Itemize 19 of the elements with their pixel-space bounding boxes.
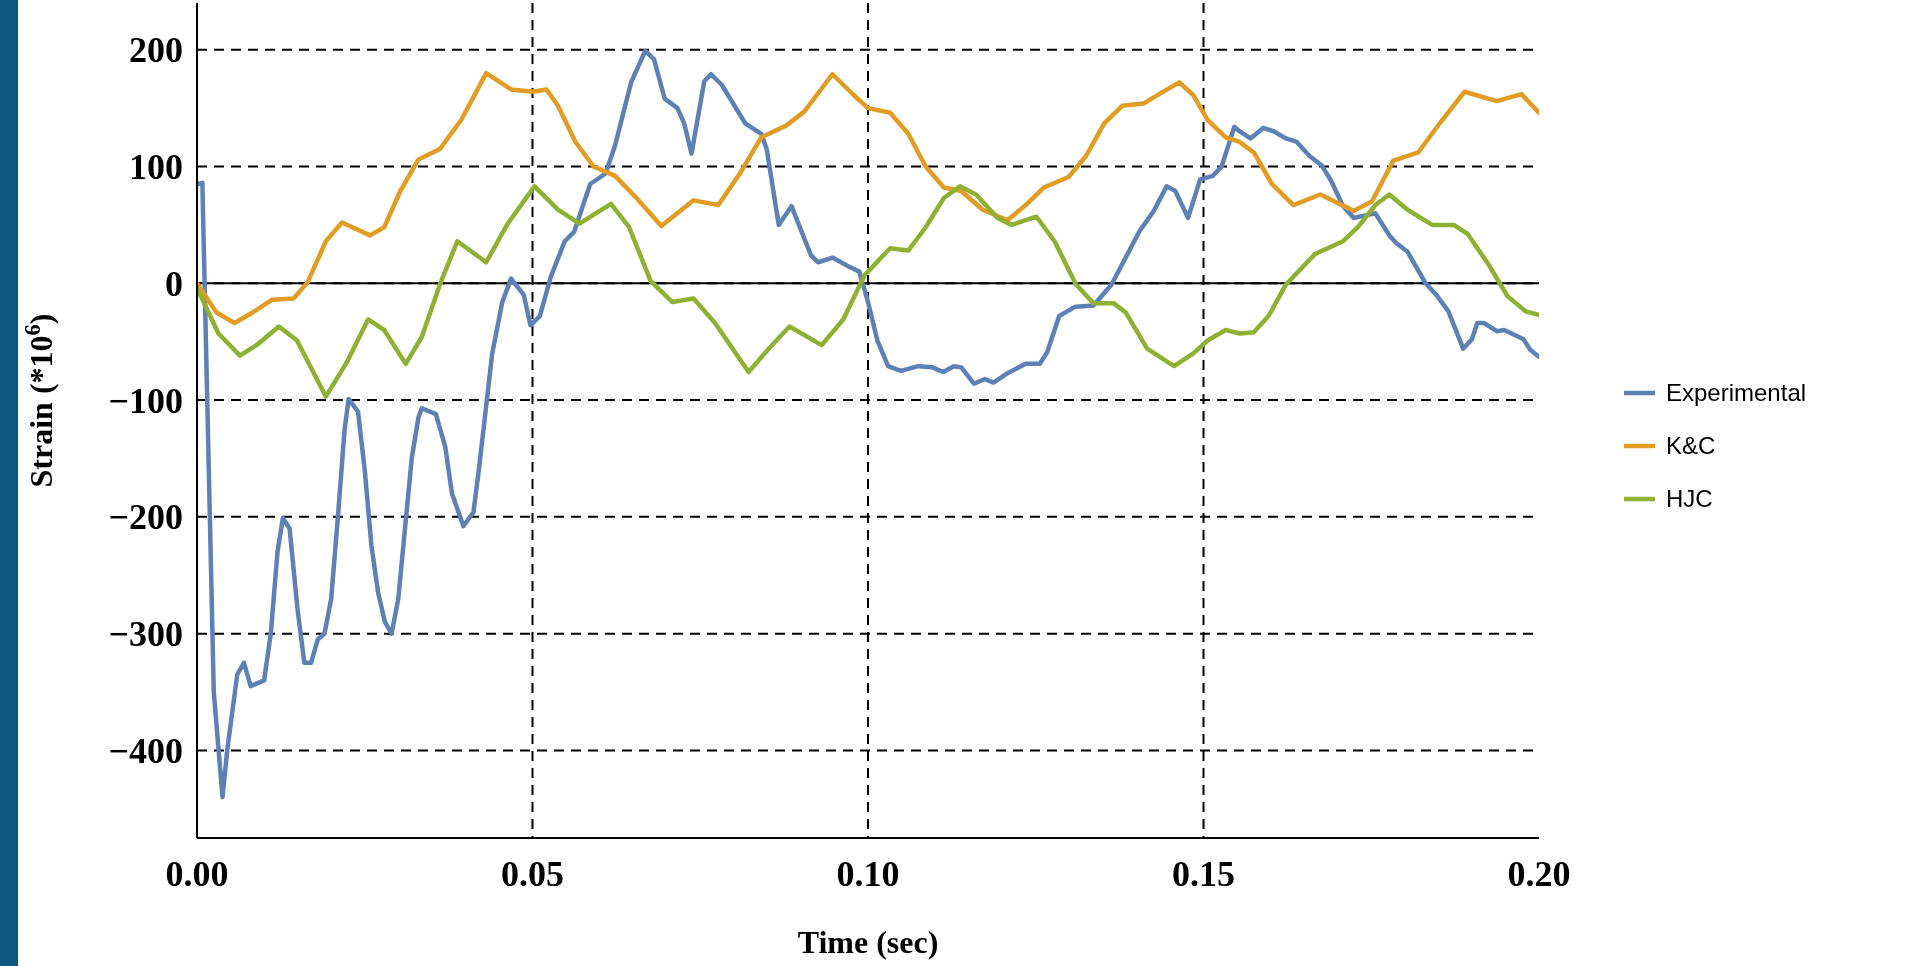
y-tick-label: 0 [165,263,183,304]
y-tick-label: −100 [108,380,183,421]
y-tick-label: −200 [108,497,183,538]
y-tick-label: 100 [129,147,183,188]
line-series [197,70,1539,326]
y-tick-label: 200 [129,30,183,71]
legend-label: K&C [1666,432,1716,460]
x-tick-label: 0.20 [1507,854,1571,894]
legend-label: HJC [1666,485,1713,513]
x-tick-label: 0.10 [836,854,900,894]
line-series [197,184,1539,399]
x-tick-label: 0.15 [1172,854,1235,894]
legend-label: Experimental [1666,379,1807,407]
y-tick-label: −400 [108,731,183,772]
y-tick-label: −300 [108,614,183,655]
x-tick-label: 0.00 [165,854,229,894]
x-tick-label: 0.05 [501,854,564,894]
x-axis-title: Time (sec) [797,924,939,960]
line-series [197,48,1539,800]
